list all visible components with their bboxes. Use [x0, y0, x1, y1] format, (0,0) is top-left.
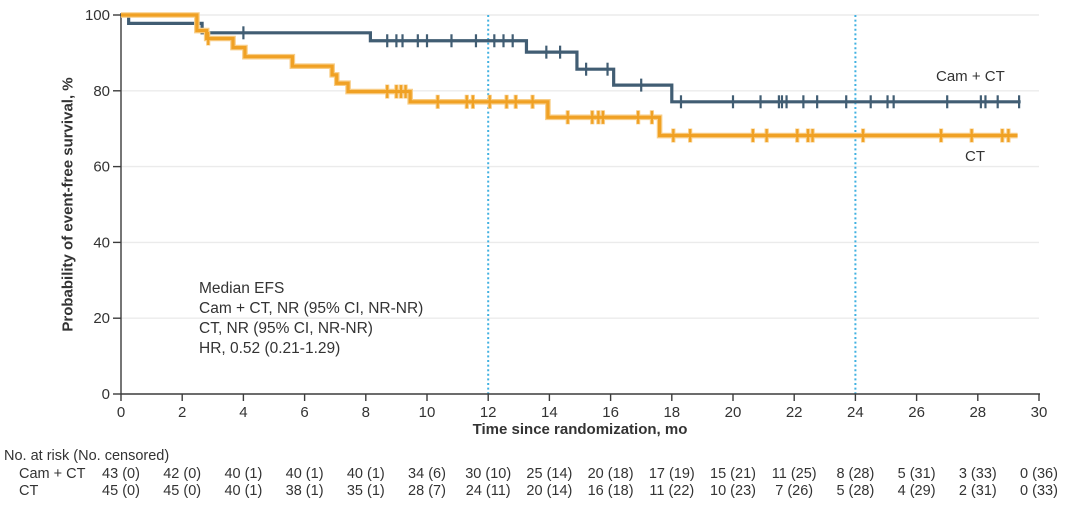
- risk-cell: 11 (22): [649, 483, 695, 499]
- y-tick-label: 80: [93, 83, 110, 100]
- risk-cell: 0 (36): [1020, 466, 1058, 482]
- risk-cell: 20 (14): [526, 483, 573, 499]
- risk-row-label: CT: [19, 483, 39, 499]
- annotation-line-median-efs: Median EFS: [199, 280, 285, 297]
- x-tick-label: 28: [969, 404, 986, 421]
- x-tick-label: 26: [908, 404, 925, 421]
- risk-cell: 45 (0): [163, 483, 202, 499]
- risk-table-row-ct: CT 45 (0) 45 (0) 40 (1) 38 (1) 35 (1) 28 (7) 2…: [0, 483, 1080, 500]
- risk-cell: 40 (1): [224, 483, 263, 499]
- x-tick-label: 8: [362, 404, 370, 421]
- x-tick-label: 14: [541, 404, 558, 421]
- median-efs-annotation: Median EFS Cam + CT, NR (95% CI, NR-NR) …: [199, 279, 423, 359]
- y-tick-label: 0: [102, 386, 110, 403]
- risk-row-label: Cam + CT: [19, 466, 86, 482]
- risk-cell: 45 (0): [102, 483, 140, 499]
- risk-table-header: No. at risk (No. censored): [4, 448, 170, 464]
- risk-cell: 16 (18): [587, 483, 634, 499]
- risk-cell: 5 (28): [836, 483, 875, 499]
- x-tick-label: 18: [663, 404, 680, 421]
- risk-cell: 34 (6): [408, 466, 446, 482]
- x-axis-title: Time since randomization, mo: [472, 421, 688, 438]
- risk-cell: 7 (26): [775, 483, 814, 499]
- x-tick-label: 10: [419, 404, 436, 421]
- risk-cell: 25 (14): [526, 466, 573, 482]
- annotation-line-hr: HR, 0.52 (0.21-1.29): [199, 340, 341, 357]
- x-tick-label: 2: [178, 404, 186, 421]
- x-tick-label: 4: [239, 404, 247, 421]
- x-tick-label: 30: [1031, 404, 1048, 421]
- risk-cell: 42 (0): [163, 466, 202, 482]
- x-tick-label: 22: [786, 404, 803, 421]
- series-label-cam-ct: Cam + CT: [936, 68, 1005, 85]
- annotation-line-cam-ct: Cam + CT, NR (95% CI, NR-NR): [199, 300, 424, 317]
- risk-cell: 40 (1): [285, 466, 324, 482]
- x-tick-label: 0: [117, 404, 125, 421]
- x-tick-label: 6: [300, 404, 308, 421]
- risk-cell: 38 (1): [285, 483, 324, 499]
- x-tick-label: 16: [602, 404, 619, 421]
- risk-cell: 4 (29): [897, 483, 936, 499]
- km-curve-cam-ct: [121, 13, 1021, 104]
- risk-cell: 40 (1): [346, 466, 385, 482]
- risk-cell: 2 (31): [958, 483, 997, 499]
- x-tick-label: 20: [725, 404, 742, 421]
- y-tick-label: 60: [93, 159, 110, 176]
- risk-cell: 5 (31): [897, 466, 936, 482]
- y-axis-title: Probability of event-free survival, %: [59, 77, 77, 332]
- risk-cell: 20 (18): [587, 466, 634, 482]
- annotation-line-ct: CT, NR (95% CI, NR-NR): [199, 320, 373, 337]
- km-curve-ct: [121, 13, 1018, 138]
- risk-cell: 40 (1): [224, 466, 263, 482]
- risk-cell: 10 (23): [710, 483, 756, 499]
- risk-cell: 11 (25): [771, 466, 817, 482]
- risk-cell: 30 (10): [465, 466, 512, 482]
- y-tick-label: 40: [93, 234, 110, 251]
- risk-cell: 35 (1): [346, 483, 385, 499]
- risk-cell: 8 (28): [836, 466, 875, 482]
- x-tick-label: 24: [847, 404, 864, 421]
- y-tick-label: 20: [93, 310, 110, 327]
- risk-cell: 43 (0): [102, 466, 140, 482]
- series-label-ct: CT: [965, 148, 985, 165]
- risk-cell: 28 (7): [408, 483, 446, 499]
- risk-cell: 3 (33): [958, 466, 997, 482]
- risk-cell: 17 (19): [648, 466, 695, 482]
- x-tick-label: 12: [480, 404, 497, 421]
- risk-cell: 0 (33): [1020, 483, 1058, 499]
- risk-cell: 15 (21): [710, 466, 756, 482]
- y-tick-label: 100: [85, 7, 110, 24]
- risk-cell: 24 (11): [465, 483, 511, 499]
- risk-table-row-cam-ct: Cam + CT 43 (0) 42 (0) 40 (1) 40 (1) 40 (1) 3…: [0, 466, 1080, 483]
